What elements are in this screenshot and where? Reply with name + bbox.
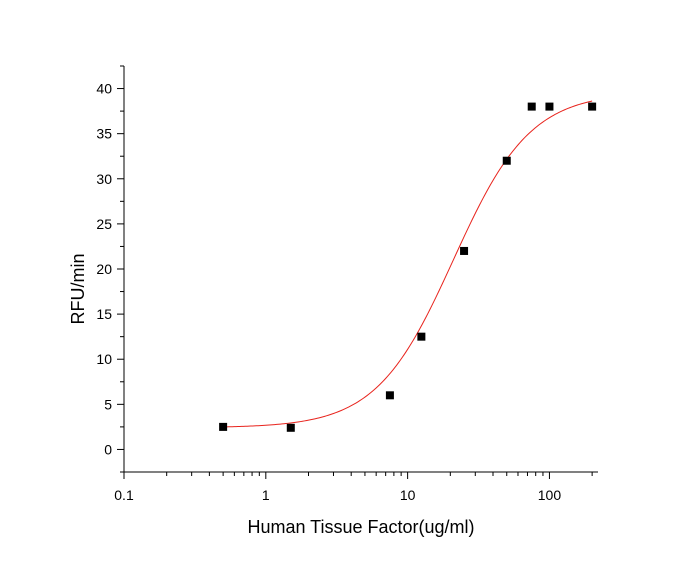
y-tick-label: 5	[104, 396, 112, 412]
x-tick-label: 0.1	[114, 487, 134, 503]
data-point	[527, 102, 536, 111]
axes-frame	[123, 66, 598, 473]
data-point	[417, 332, 426, 341]
y-tick-label: 20	[96, 261, 112, 277]
x-tick-label: 1	[262, 487, 270, 503]
y-tick-label: 40	[96, 81, 112, 97]
fit-curve	[223, 100, 593, 428]
data-point	[460, 246, 469, 255]
data-point	[219, 422, 228, 431]
data-points	[219, 102, 597, 432]
y-tick-label: 0	[104, 441, 112, 457]
data-point	[588, 102, 597, 111]
y-tick-label: 15	[96, 306, 112, 322]
y-tick-label: 30	[96, 171, 112, 187]
y-axis-ticks: 0 5 10 15 20 25 30 35 40	[96, 65, 124, 473]
data-point	[286, 423, 295, 432]
y-tick-label: 10	[96, 351, 112, 367]
x-axis-ticks: 0.1 1 10 100	[114, 472, 593, 503]
data-point	[545, 102, 554, 111]
x-tick-label: 10	[400, 487, 416, 503]
data-point	[502, 156, 511, 165]
y-tick-label: 25	[96, 216, 112, 232]
x-axis-title: Human Tissue Factor(ug/ml)	[247, 517, 474, 537]
plot-area: 0.1 1 10 100 0 5 10 15 20 25 30 35 40	[96, 65, 598, 503]
y-tick-label: 35	[96, 126, 112, 142]
x-tick-label: 100	[538, 487, 562, 503]
data-point	[385, 391, 394, 400]
y-axis-title: RFU/min	[68, 254, 88, 325]
